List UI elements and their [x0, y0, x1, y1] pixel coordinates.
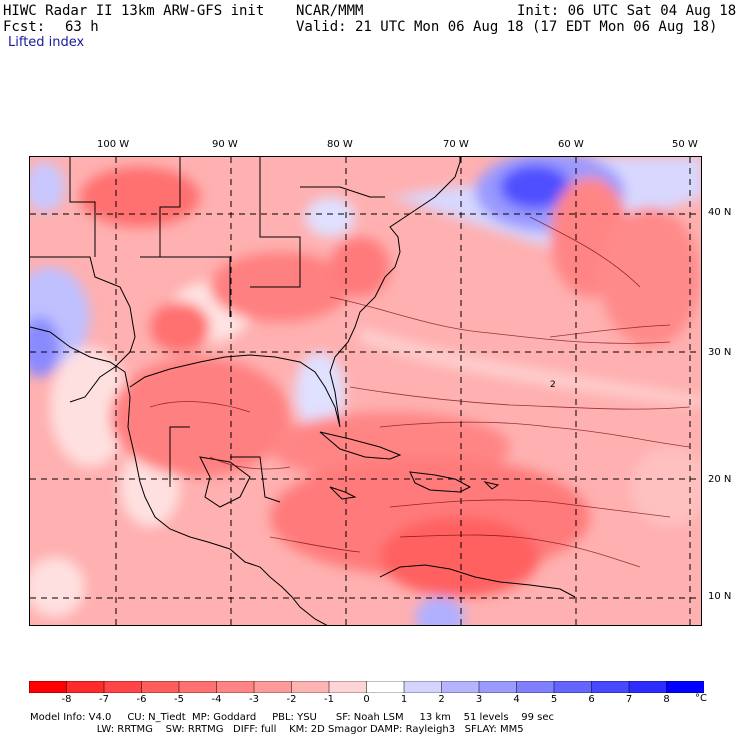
colorbar-tick-label: 8	[663, 694, 670, 705]
colorbar-swatch	[178, 681, 218, 693]
coastlines	[30, 157, 576, 625]
forecast-hour: 63 h	[65, 19, 99, 35]
colorbar-swatch	[291, 681, 330, 693]
colorbar-swatch	[253, 681, 293, 693]
colorbar-swatch	[553, 681, 593, 693]
lifted-index-map: 2	[29, 156, 702, 626]
colorbar-tick-label: -1	[324, 694, 334, 705]
lat-label-10n: 10 N	[708, 591, 732, 602]
org-label: NCAR/MMM	[296, 3, 364, 19]
colorbar-tick-label: 2	[438, 694, 445, 705]
lat-lon-grid	[30, 157, 701, 625]
colorbar-tick-label: -8	[61, 694, 72, 705]
colorbar-tick-label: -3	[249, 694, 259, 705]
colorbar-tick-label: -7	[99, 694, 109, 705]
contour-label: 2	[550, 380, 556, 390]
colorbar-tick-label: -6	[136, 694, 147, 705]
contour-lines	[149, 216, 691, 568]
colorbar-tick-label: 7	[625, 694, 633, 705]
lon-label-70w: 70 W	[443, 139, 469, 150]
lon-label-90w: 90 W	[212, 139, 238, 150]
map-canvas: 2	[30, 157, 701, 625]
colorbar-swatch	[591, 681, 630, 693]
colorbar	[29, 681, 704, 693]
colorbar-tick-label: 5	[550, 694, 558, 705]
colorbar-swatch	[29, 681, 68, 693]
colorbar-swatch	[366, 681, 405, 693]
lat-label-40n: 40 N	[708, 207, 732, 218]
colorbar-tick-label: 6	[588, 694, 595, 705]
colorbar-tick-label: 0	[363, 694, 370, 705]
lon-label-50w: 50 W	[672, 139, 698, 150]
colorbar-tick-label: -5	[174, 694, 184, 705]
colorbar-tick-label: 1	[400, 694, 408, 705]
colorbar-swatch	[478, 681, 518, 693]
colorbar-swatch	[516, 681, 555, 693]
colorbar-swatch	[141, 681, 180, 693]
lon-label-100w: 100 W	[97, 139, 130, 150]
colorbar-swatch	[103, 681, 143, 693]
forecast-label: Fcst:	[3, 19, 46, 35]
colorbar-swatch	[66, 681, 105, 693]
colorbar-tick-label: -2	[286, 694, 297, 705]
model-info-line1: Model Info: V4.0 CU: N_Tiedt MP: Goddard…	[30, 712, 555, 723]
init-time: Init: 06 UTC Sat 04 Aug 18	[517, 3, 737, 19]
field-name: Lifted index	[8, 35, 85, 50]
colorbar-tick-label: 3	[475, 694, 483, 705]
colorbar-tick-label: 4	[513, 694, 520, 705]
valid-time: Valid: 21 UTC Mon 06 Aug 18 (17 EDT Mon …	[296, 19, 718, 35]
colorbar-swatch	[403, 681, 443, 693]
lon-label-60w: 60 W	[558, 139, 584, 150]
colorbar-swatch	[328, 681, 368, 693]
model-info-line2: LW: RRTMG SW: RRTMG DIFF: full KM: 2D Sm…	[30, 724, 524, 735]
colorbar-tick-label: -4	[211, 694, 222, 705]
lat-label-20n: 20 N	[708, 474, 732, 485]
colorbar-swatch	[441, 681, 480, 693]
colorbar-swatch	[216, 681, 255, 693]
field-shading	[30, 157, 701, 625]
lat-label-30n: 30 N	[708, 347, 732, 358]
colorbar-swatch	[666, 681, 704, 693]
colorbar-unit: °C	[695, 693, 707, 704]
colorbar-swatch	[628, 681, 668, 693]
lon-label-80w: 80 W	[327, 139, 353, 150]
model-title: HIWC Radar II 13km ARW-GFS init	[3, 3, 265, 19]
